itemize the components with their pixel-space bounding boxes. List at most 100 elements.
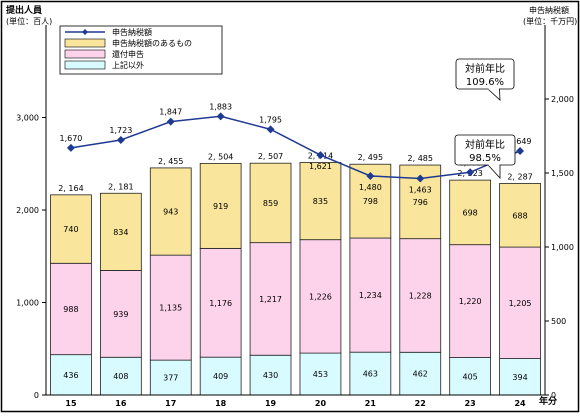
x-tick-label: 16 — [115, 399, 127, 408]
tax-amount-label: 1,670 — [59, 134, 82, 143]
x-tick-label: 22 — [415, 399, 426, 408]
tax-amount-point — [466, 168, 475, 177]
bar-segment-label: 394 — [512, 373, 527, 382]
bar-total-label: 2, 495 — [358, 153, 383, 162]
tax-amount-point — [166, 117, 175, 126]
x-tick-label: 15 — [65, 399, 77, 408]
tax-amount-label: 1,621 — [309, 162, 332, 171]
right-tick-label: 500 — [551, 317, 566, 326]
tax-amount-label: 1,463 — [409, 185, 432, 194]
left-tick-label: 0 — [34, 391, 39, 400]
bar-segment — [199, 247, 242, 358]
x-tick-label: 23 — [465, 399, 476, 408]
bar-segment-label: 943 — [163, 208, 178, 217]
left-tick-label: 3,000 — [16, 114, 39, 123]
bar-segment-label: 796 — [413, 198, 428, 207]
annotation-box — [454, 134, 516, 166]
bar-segment — [149, 167, 192, 256]
bar-segment-label: 409 — [213, 372, 228, 381]
tax-amount-label: 1,480 — [359, 183, 382, 192]
axes-layer: 0 1,000 2,000 3,000 0 500 1,000 1,500 2,000 15 16 1… — [16, 25, 574, 408]
legend-swatch — [64, 60, 106, 70]
bar-segment-label: 1,135 — [159, 304, 182, 313]
legend-swatch — [64, 38, 106, 48]
bar-segment — [299, 162, 342, 241]
bar-segment — [299, 352, 342, 396]
tax-amount-label: 1,723 — [109, 126, 132, 135]
bar-segment-label: 919 — [213, 202, 228, 211]
bar-total-label: 2, 485 — [408, 154, 433, 163]
bar-segment-label: 1,217 — [259, 295, 282, 304]
tax-amount-point — [266, 125, 275, 134]
bar-segment — [99, 192, 142, 271]
legend-label: 還付申告 — [112, 49, 144, 59]
annotation-box — [455, 58, 515, 90]
tax-amount-point — [66, 143, 75, 152]
right-tick-label: 1,500 — [551, 169, 574, 178]
x-tick-label: 17 — [165, 399, 176, 408]
tax-amount-point — [116, 135, 125, 144]
bar-segment — [199, 162, 242, 249]
legend-label: 申告納税額 — [112, 27, 152, 37]
bar-segment — [349, 237, 392, 353]
bar-segment-label: 1,205 — [509, 299, 532, 308]
annotations-layer: 対前年比 109.6% 対前年比 98.5% — [454, 58, 516, 180]
bars-layer: 436 988 740 2, 164 408 939 834 2, 181 377 1,135 94… — [50, 151, 541, 396]
left-tick-label: 2,000 — [16, 206, 39, 215]
annotation-line1: 対前年比 — [465, 138, 505, 151]
bar-segment — [399, 238, 442, 353]
annotation-line2: 109.6% — [466, 77, 504, 88]
bar-segment — [449, 357, 492, 396]
left-axis-label-line1: 提出人員 — [6, 4, 42, 16]
legend-line-marker — [82, 29, 88, 35]
bar-segment-label: 453 — [313, 370, 328, 379]
annotation-line1: 対前年比 — [465, 62, 505, 75]
bar-total-label: 2, 287 — [507, 172, 532, 181]
right-tick-label: 1,000 — [551, 243, 574, 252]
tax-amount-label: 1,883 — [209, 102, 232, 111]
tax-amount-point — [316, 151, 325, 160]
bar-segment-label: 740 — [63, 225, 78, 234]
bar-segment-label: 430 — [263, 371, 278, 380]
bar-segment — [449, 179, 492, 246]
x-tick-label: 24 — [514, 399, 526, 408]
bar-segment — [499, 358, 541, 396]
left-tick-label: 1,000 — [16, 299, 39, 308]
bar-segment-label: 988 — [63, 305, 78, 314]
bar-segment-label: 1,228 — [409, 291, 432, 300]
bar-total-label: 2, 504 — [208, 152, 233, 161]
bar-total-label: 2, 181 — [108, 182, 133, 191]
annotation-pointer — [487, 88, 501, 101]
bar-segment — [199, 356, 242, 396]
bar-segment-label: 834 — [113, 228, 128, 237]
bar-segment-label: 463 — [363, 370, 378, 379]
bar-segment — [299, 239, 342, 354]
x-tick-label: 19 — [265, 399, 277, 408]
bar-segment-label: 405 — [463, 372, 478, 381]
bar-total-label: 2, 455 — [158, 157, 183, 166]
x-tick-label: 20 — [315, 399, 327, 408]
x-unit-label: 年分 — [539, 395, 557, 407]
bar-segment-label: 1,234 — [359, 291, 382, 300]
bar-segment-label: 939 — [113, 310, 128, 319]
bar-segment-label: 1,220 — [459, 297, 482, 306]
bar-segment — [249, 354, 292, 396]
tax-amount-label: 1,847 — [159, 108, 182, 117]
tax-amount-point — [516, 146, 525, 155]
left-axis-label-line2: (単位：百人) — [6, 16, 52, 26]
annotation-line2: 98.5% — [469, 153, 501, 164]
annotation-pointer — [487, 164, 501, 180]
bar-segment-label: 1,226 — [309, 292, 332, 301]
bar-segment — [399, 351, 442, 396]
tax-amount-point — [416, 174, 425, 183]
bar-segment-label: 688 — [512, 211, 527, 220]
x-tick-label: 21 — [365, 399, 377, 408]
tax-amount-label: 1,795 — [259, 115, 282, 124]
bar-segment — [499, 183, 541, 248]
bar-segment-label: 1,176 — [209, 299, 232, 308]
tax-amount-point — [366, 171, 375, 180]
bar-segment — [349, 351, 392, 396]
tax-amount-point — [216, 112, 225, 121]
right-axis-label-line2: (単位：千万円) — [523, 16, 577, 26]
